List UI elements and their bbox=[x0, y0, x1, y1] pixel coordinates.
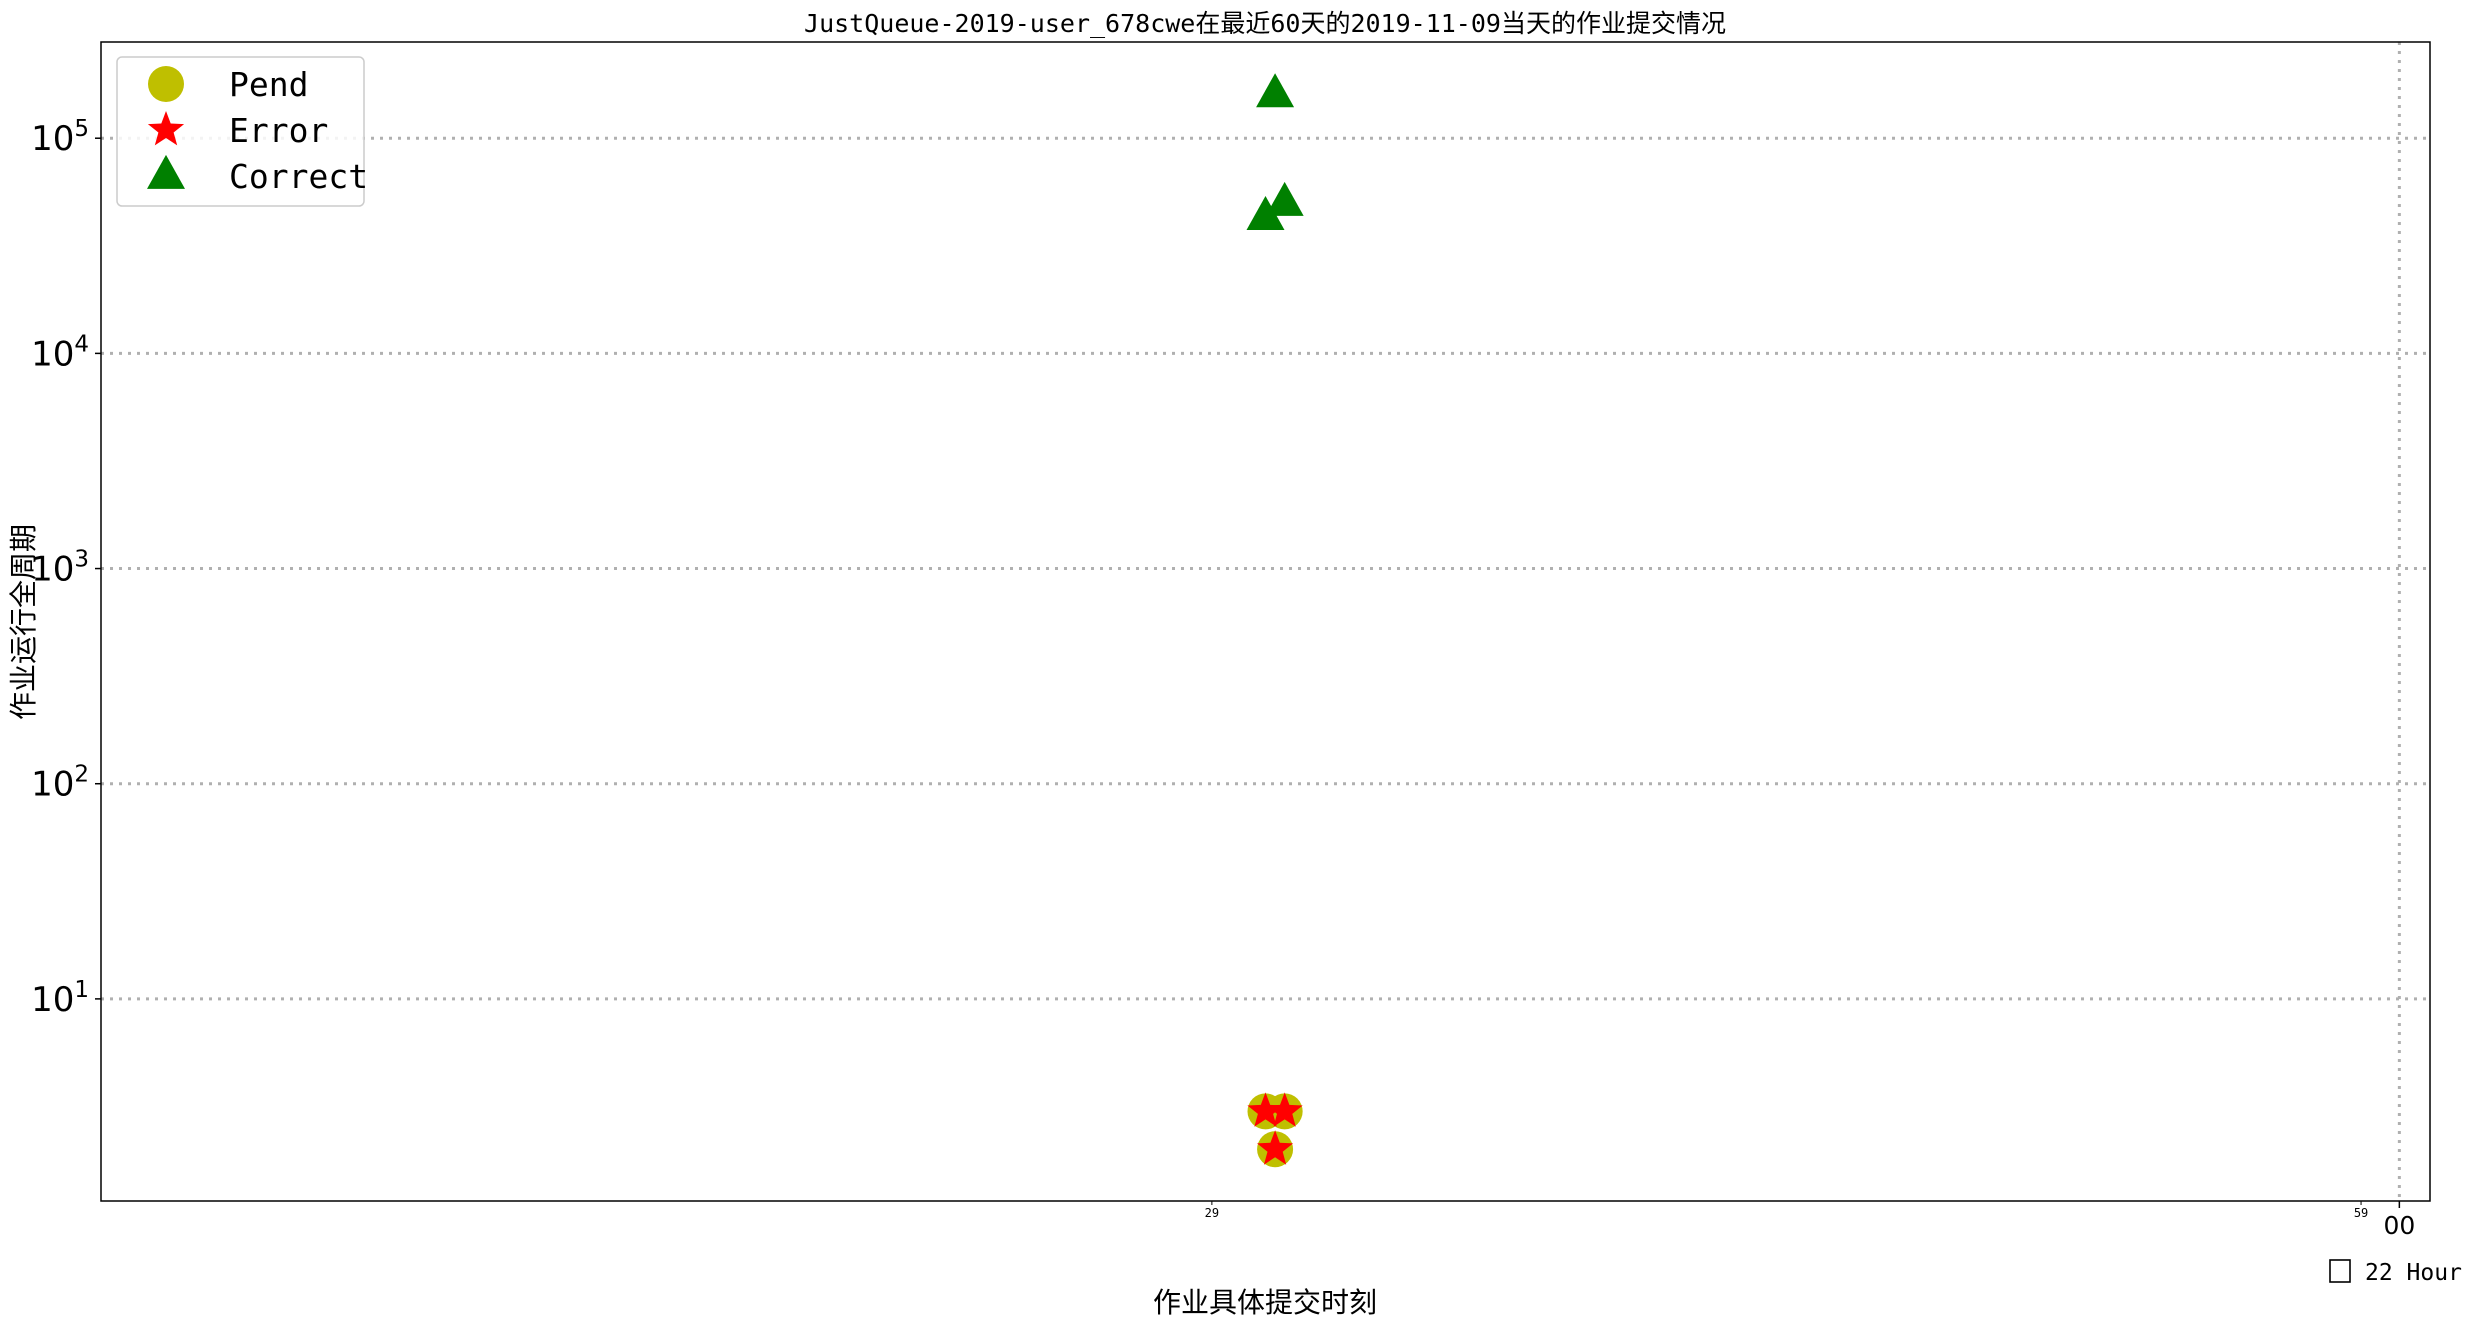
grid-lines bbox=[101, 42, 2430, 1201]
point-correct bbox=[1256, 73, 1295, 108]
y-tick-exponent: 4 bbox=[74, 331, 89, 357]
x-minor-tick-label: 59 bbox=[2354, 1206, 2368, 1220]
y-tick-base: 10 bbox=[31, 550, 74, 590]
y-tick-label: 104 bbox=[31, 331, 89, 374]
point-correct bbox=[1265, 181, 1304, 216]
y-tick-base: 10 bbox=[31, 765, 74, 805]
y-tick-exponent: 2 bbox=[74, 762, 89, 788]
y-tick-label: 105 bbox=[31, 116, 89, 159]
y-axis-label: 作业运行全周期 bbox=[7, 524, 40, 720]
legend-marker-pend bbox=[148, 66, 184, 102]
hour-note-box-icon bbox=[2329, 1259, 2351, 1283]
chart-title: JustQueue-2019-user_678cwe在最近60天的2019-11… bbox=[804, 9, 1726, 38]
legend-label-pend: Pend bbox=[229, 65, 308, 104]
x-axis-label: 作业具体提交时刻 bbox=[1153, 1286, 1377, 1319]
point-error bbox=[1266, 1092, 1303, 1127]
x-tick-label: 00 bbox=[2383, 1211, 2415, 1240]
y-tick-label: 103 bbox=[31, 547, 89, 590]
plot-area bbox=[100, 41, 2431, 1202]
data-points bbox=[1246, 73, 1304, 1168]
x-axis-ticks: 29 59 00 bbox=[1205, 1201, 2415, 1240]
legend-marker-error bbox=[147, 111, 185, 146]
legend-marker-correct bbox=[147, 154, 185, 189]
x-minor-tick-label: 29 bbox=[1205, 1206, 1219, 1220]
legend: Pend Error Correct bbox=[116, 56, 368, 207]
hour-note: 22 Hour bbox=[2329, 1259, 2462, 1286]
y-tick-exponent: 5 bbox=[74, 116, 89, 142]
y-tick-base: 10 bbox=[31, 980, 74, 1020]
legend-label-correct: Correct bbox=[229, 157, 368, 196]
y-tick-base: 10 bbox=[31, 334, 74, 374]
legend-label-error: Error bbox=[229, 111, 328, 150]
y-tick-label: 101 bbox=[31, 977, 89, 1020]
y-tick-base: 10 bbox=[31, 119, 74, 159]
point-error bbox=[1257, 1130, 1294, 1165]
y-tick-exponent: 1 bbox=[74, 977, 89, 1003]
hour-note-label: 22 Hour bbox=[2365, 1260, 2462, 1286]
y-tick-label: 102 bbox=[31, 762, 89, 805]
point-correct bbox=[1246, 196, 1285, 231]
y-tick-exponent: 3 bbox=[74, 547, 89, 573]
point-error bbox=[1247, 1092, 1284, 1127]
